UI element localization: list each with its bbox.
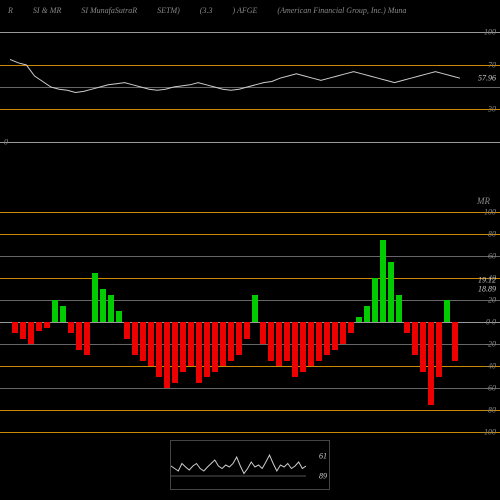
bar (244, 322, 250, 339)
bottom-mini-chart: 61 89 (170, 440, 330, 490)
bar (212, 322, 218, 372)
header-item: (3.3 (200, 6, 213, 20)
bar (404, 322, 410, 333)
bar (164, 322, 170, 388)
axis-label: 100 (484, 208, 496, 217)
bar (260, 322, 266, 344)
mr-bar-chart: 100806040200 0-20-40-60-80-10019.1218.89 (0, 212, 500, 432)
header-item: (American Financial Group, Inc.) Muna (277, 6, 406, 20)
bar (236, 322, 242, 355)
bar (188, 322, 194, 366)
bar (428, 322, 434, 405)
axis-label: 20 (488, 296, 496, 305)
bar (36, 322, 42, 331)
bar (204, 322, 210, 377)
bar (316, 322, 322, 361)
bar (300, 322, 306, 372)
bar (340, 322, 346, 344)
axis-label: 80 (488, 230, 496, 239)
bar (12, 322, 18, 333)
bar (268, 322, 274, 361)
bar (276, 322, 282, 366)
bar (196, 322, 202, 383)
bar (180, 322, 186, 372)
mini-label: 61 (319, 452, 327, 461)
bar (364, 306, 370, 323)
bar (84, 322, 90, 355)
bar (28, 322, 34, 344)
bar (76, 322, 82, 350)
bar (380, 240, 386, 323)
mini-label: 89 (319, 472, 327, 481)
bar (452, 322, 458, 361)
bar (148, 322, 154, 366)
bar (252, 295, 258, 323)
bar (172, 322, 178, 383)
axis-label: -20 (485, 340, 496, 349)
axis-label: 100 (484, 28, 496, 37)
bar (100, 289, 106, 322)
axis-label: -80 (485, 406, 496, 415)
current-value-label: 57.96 (478, 74, 496, 83)
header-item: ) AFGE (232, 6, 257, 20)
axis-label: 60 (488, 252, 496, 261)
bar (68, 322, 74, 333)
bar (308, 322, 314, 366)
header-item: R (8, 6, 13, 20)
bar (220, 322, 226, 366)
bar (332, 322, 338, 350)
bar (228, 322, 234, 361)
bar (156, 322, 162, 377)
bar (20, 322, 26, 339)
bar-container (12, 212, 460, 432)
bar (60, 306, 66, 323)
bar (140, 322, 146, 361)
bar (108, 295, 114, 323)
header-item: SI MunafaSutraR (81, 6, 137, 20)
header-bar: R SI & MR SI MunafaSutraR SETM) (3.3 ) A… (0, 0, 500, 22)
bar (436, 322, 442, 377)
bar (444, 300, 450, 322)
bar (388, 262, 394, 323)
axis-label: 0 0 (486, 318, 496, 327)
bar (420, 322, 426, 372)
bar (356, 317, 362, 323)
axis-label: 70 (488, 61, 496, 70)
bar (92, 273, 98, 323)
bar (132, 322, 138, 355)
bar (124, 322, 130, 339)
axis-label: -60 (485, 384, 496, 393)
bar (116, 311, 122, 322)
bar (412, 322, 418, 355)
mid-section: MR (0, 142, 500, 212)
value-label: 19.12 (478, 276, 496, 285)
axis-label: -40 (485, 362, 496, 371)
bar (44, 322, 50, 328)
header-item: SI & MR (33, 6, 61, 20)
axis-label: 30 (488, 105, 496, 114)
bar (324, 322, 330, 355)
bar (396, 295, 402, 323)
gridline (0, 432, 500, 433)
top-rsi-chart: 1007030057.96 (0, 32, 500, 142)
bar (292, 322, 298, 377)
bar (372, 278, 378, 322)
bar (52, 300, 58, 322)
bar (348, 322, 354, 333)
value-label: 18.89 (478, 285, 496, 294)
bar (284, 322, 290, 361)
header-item: SETM) (157, 6, 180, 20)
mr-label: MR (477, 196, 490, 206)
axis-label: -100 (481, 428, 496, 437)
